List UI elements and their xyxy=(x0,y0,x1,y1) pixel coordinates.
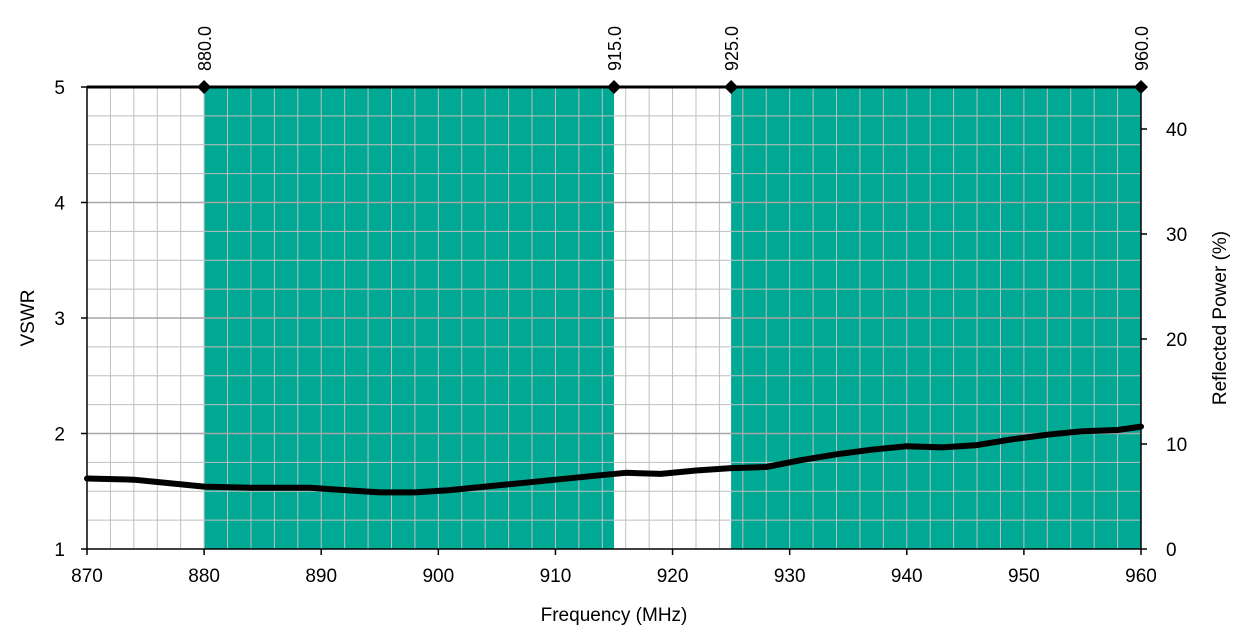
y2-tick-labels: 0 10 20 30 40 xyxy=(1141,120,1187,561)
x-tick-label: 870 xyxy=(71,566,103,587)
series-layer xyxy=(84,423,1144,496)
y2-tick-label: 20 xyxy=(1166,330,1187,351)
x-tick-label: 940 xyxy=(891,566,923,587)
band-marker-label: 960.0 xyxy=(1132,26,1152,71)
band-marker-label: 880.0 xyxy=(195,26,215,71)
y2-tick-label: 40 xyxy=(1166,120,1187,141)
band-marker-diamond xyxy=(1134,80,1148,94)
x-tick-label: 880 xyxy=(188,566,220,587)
y2-tick-label: 0 xyxy=(1166,540,1177,561)
x-tick-label: 930 xyxy=(774,566,806,587)
x-tick-label: 950 xyxy=(1008,566,1040,587)
x-axis-title: Frequency (MHz) xyxy=(541,605,688,626)
y-tick-label: 4 xyxy=(54,194,65,215)
y-tick-label: 3 xyxy=(54,309,65,330)
series-line-vswr xyxy=(84,423,1144,496)
y-tick-label: 1 xyxy=(54,540,65,561)
y-tick-label: 5 xyxy=(54,78,65,99)
y-axis-title: VSWR xyxy=(18,290,39,347)
y2-tick-label: 10 xyxy=(1166,435,1187,456)
band-marker-diamond xyxy=(607,80,621,94)
y-tick-labels: 1 2 3 4 5 xyxy=(54,78,87,561)
x-tick-label: 910 xyxy=(540,566,572,587)
x-tick-label: 960 xyxy=(1125,566,1157,587)
y2-axis-title: Reflected Power (%) xyxy=(1210,231,1231,405)
x-tick-label: 900 xyxy=(422,566,454,587)
x-tick-label: 890 xyxy=(305,566,337,587)
band-marker-diamond xyxy=(724,80,739,94)
y-tick-label: 2 xyxy=(54,425,65,446)
y2-tick-label: 30 xyxy=(1166,225,1187,246)
band-marker-diamond xyxy=(197,80,212,94)
band-markers: 880.0 915.0 925.0 960.0 xyxy=(195,26,1152,94)
grid-lines xyxy=(87,87,1141,549)
band-marker-label: 925.0 xyxy=(722,26,742,71)
x-tick-label: 920 xyxy=(657,566,689,587)
x-tick-labels: 870 880 890 900 910 920 930 940 950 960 xyxy=(71,549,1157,587)
band-marker-label: 915.0 xyxy=(605,26,625,71)
